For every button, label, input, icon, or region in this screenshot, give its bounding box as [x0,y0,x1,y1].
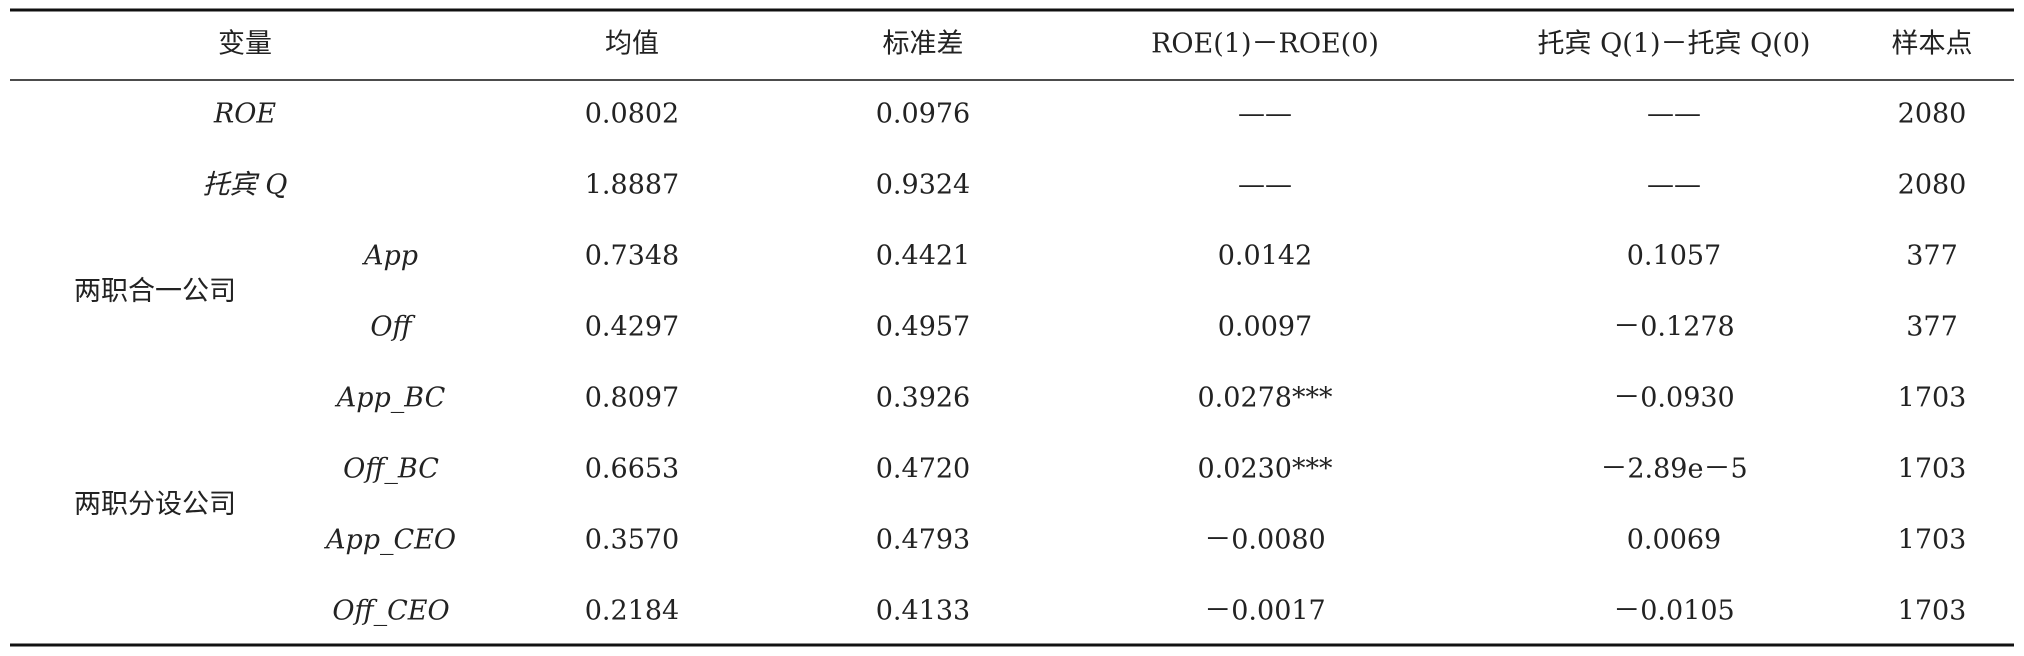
cell: —— [1647,170,1701,201]
cell: 377 [1906,312,1958,343]
cell: 0.0802 [585,99,679,130]
cell: 0.0142 [1218,241,1312,272]
header-cell: 托宾 Q(1)－托宾 Q(0) [1538,29,1811,60]
header-cell: ROE(1)－ROE(0) [1151,29,1379,60]
cell: 0.4133 [876,596,970,627]
cell: 0.0097 [1218,312,1312,343]
cell: －0.0017 [1204,596,1325,627]
cell: 0.4421 [876,241,970,272]
cell: 0.0278*** [1198,383,1333,414]
header-cell: 均值 [605,29,659,60]
cell: 1703 [1898,596,1967,627]
cell: 0.2184 [585,596,679,627]
cell: 1703 [1898,525,1967,556]
cell: 377 [1906,241,1958,272]
cell: —— [1647,99,1701,130]
cell: 1703 [1898,383,1967,414]
cell: 0.9324 [876,170,970,201]
cell: 0.0976 [876,99,970,130]
cell: 0.0230*** [1198,454,1333,485]
header-cell: 标准差 [883,29,964,60]
cell: 0.3570 [585,525,679,556]
cell: －0.0105 [1613,596,1734,627]
cell: 1703 [1898,454,1967,485]
cell: 0.4297 [585,312,679,343]
variable: ROE [213,99,276,130]
variable: App [361,241,418,272]
cell: 0.0069 [1627,525,1721,556]
cell: －0.1278 [1613,312,1734,343]
cell: 1.8887 [585,170,679,201]
cell: 2080 [1898,99,1967,130]
cell: 0.8097 [585,383,679,414]
group-label: 两职分设公司 [74,489,236,520]
variable: Off_BC [343,454,439,485]
cell: 0.7348 [585,241,679,272]
variable: 托宾 Q [203,170,288,201]
header-cell: 变量 [218,29,272,60]
variable: Off_CEO [332,596,449,627]
cell: —— [1238,99,1292,130]
cell: 0.1057 [1627,241,1721,272]
cell: 0.4720 [876,454,970,485]
group-label: 两职合一公司 [74,276,236,307]
cell: 0.3926 [876,383,970,414]
variable: Off [370,312,415,343]
cell: 0.4793 [876,525,970,556]
cell: －0.0930 [1613,383,1734,414]
cell: —— [1238,170,1292,201]
cell: 0.4957 [876,312,970,343]
cell: 2080 [1898,170,1967,201]
variable: App_BC [334,383,446,414]
cell: －2.89e－5 [1600,454,1747,485]
cell: 0.6653 [585,454,679,485]
variable: App_CEO [323,525,456,556]
header-cell: 样本点 [1892,29,1973,60]
cell: －0.0080 [1204,525,1325,556]
